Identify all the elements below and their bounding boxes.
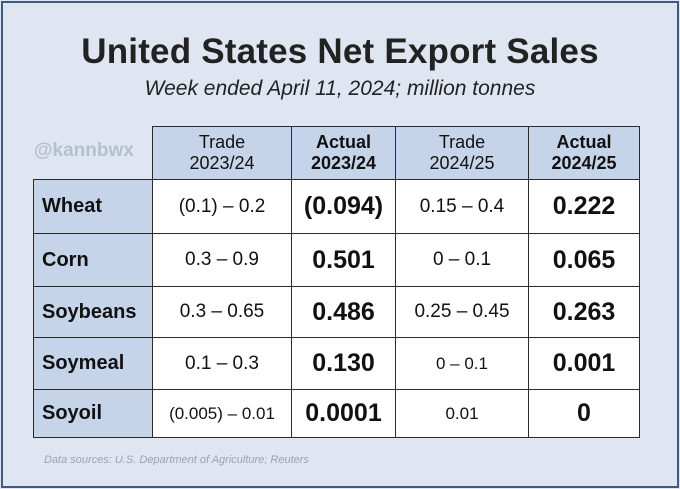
cell-trade-2023-24: (0.005) – 0.01 [152, 389, 292, 438]
cell-actual-2023-24: 0.501 [291, 233, 396, 287]
table-row-wheat: Wheat (0.1) – 0.2 (0.094) 0.15 – 0.4 0.2… [33, 179, 640, 234]
cell-trade-2024-25: 0 – 0.1 [395, 233, 529, 287]
cell-actual-2024-25: 0.222 [528, 179, 640, 234]
cell-trade-2024-25: 0.01 [395, 389, 529, 438]
table-row-soyoil: Soyoil (0.005) – 0.01 0.0001 0.01 0 [33, 389, 640, 438]
cell-actual-2024-25: 0 [528, 389, 640, 438]
cell-actual-2023-24: (0.094) [291, 179, 396, 234]
table-row-corn: Corn 0.3 – 0.9 0.501 0 – 0.1 0.065 [33, 233, 640, 287]
cell-actual-2023-24: 0.486 [291, 286, 396, 338]
header-actual-2023-24: Actual 2023/24 [291, 126, 396, 180]
header-line1: Actual [315, 132, 371, 152]
header-line2: 2024/25 [429, 153, 495, 173]
page-title: United States Net Export Sales [81, 32, 599, 71]
row-label: Soyoil [33, 389, 153, 438]
table-row-soybeans: Soybeans 0.3 – 0.65 0.486 0.25 – 0.45 0.… [33, 286, 640, 338]
cell-trade-2023-24: (0.1) – 0.2 [152, 179, 292, 234]
cell-actual-2023-24: 0.130 [291, 337, 396, 390]
row-label: Soybeans [33, 286, 153, 338]
header-line1: Trade [198, 132, 246, 152]
header-line2: 2023/24 [189, 153, 255, 173]
watermark-handle: @kannbwx [34, 140, 134, 161]
cell-actual-2024-25: 0.065 [528, 233, 640, 287]
header-corner [34, 127, 153, 180]
cell-actual-2024-25: 0.263 [528, 286, 640, 338]
cell-trade-2024-25: 0.25 – 0.45 [395, 286, 529, 338]
data-source-note: Data sources: U.S. Department of Agricul… [44, 454, 309, 466]
header-trade-2024-25: Trade 2024/25 [395, 126, 529, 180]
page-subtitle: Week ended April 11, 2024; million tonne… [144, 77, 536, 100]
header-actual-2024-25: Actual 2024/25 [528, 126, 640, 180]
row-label: Corn [33, 233, 153, 287]
cell-trade-2024-25: 0 – 0.1 [395, 337, 529, 390]
row-label: Wheat [33, 179, 153, 234]
export-sales-table: Trade 2023/24 Actual 2023/24 Trade 2024/… [33, 126, 640, 438]
cell-trade-2023-24: 0.1 – 0.3 [152, 337, 292, 390]
cell-trade-2023-24: 0.3 – 0.9 [152, 233, 292, 287]
cell-trade-2024-25: 0.15 – 0.4 [395, 179, 529, 234]
cell-trade-2023-24: 0.3 – 0.65 [152, 286, 292, 338]
header-line1: Actual [556, 132, 612, 152]
header-line1: Trade [438, 132, 486, 152]
row-label: Soymeal [33, 337, 153, 390]
header-line2: 2024/25 [551, 153, 617, 173]
header-trade-2023-24: Trade 2023/24 [152, 126, 292, 180]
table-row-soymeal: Soymeal 0.1 – 0.3 0.130 0 – 0.1 0.001 [33, 337, 640, 390]
cell-actual-2023-24: 0.0001 [291, 389, 396, 438]
table-header-row: Trade 2023/24 Actual 2023/24 Trade 2024/… [34, 126, 640, 180]
cell-actual-2024-25: 0.001 [528, 337, 640, 390]
header-line2: 2023/24 [310, 153, 377, 173]
